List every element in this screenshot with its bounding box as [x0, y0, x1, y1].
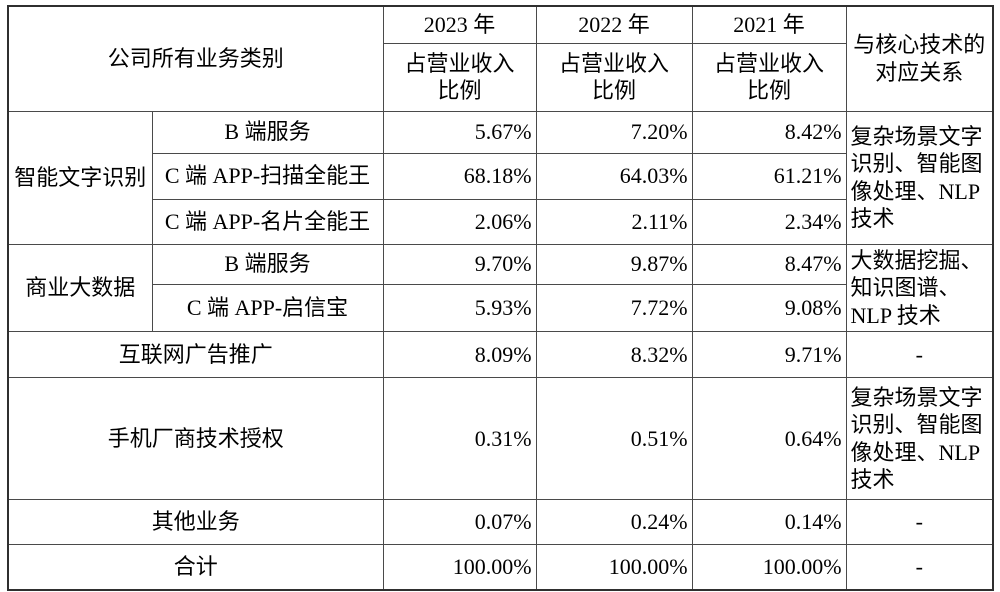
cell-oem-2022: 0.51% — [535, 377, 693, 500]
header-category: 公司所有业务类别 — [7, 5, 384, 112]
cell-bigdata-qixinbao-2023: 5.93% — [382, 283, 537, 333]
table-row: 商业大数据 B 端服务 9.70% 9.87% 8.47% 大数据挖掘、知识图谱… — [7, 243, 994, 332]
header-ratio-2023: 占营业收入 比例 — [382, 42, 537, 112]
cell-ocr-scanner-2022: 64.03% — [535, 152, 693, 200]
group-bigdata-name: 商业大数据 — [7, 243, 153, 332]
cell-ocr-scanner-2021: 61.21% — [691, 152, 847, 200]
header-year-2022: 2022 年 — [535, 5, 693, 44]
cell-total-2022: 100.00% — [535, 544, 693, 590]
cell-total-2023: 100.00% — [382, 544, 537, 590]
header-ratio-2021: 占营业收入 比例 — [691, 42, 847, 112]
group-ocr-name: 智能文字识别 — [7, 110, 153, 245]
header-year-2021: 2021 年 — [691, 5, 847, 44]
cell-oem-tech: 复杂场景文字识别、智能图像处理、NLP 技术 — [845, 377, 994, 500]
row-ocr-b2b-name: B 端服务 — [151, 110, 384, 154]
cell-ocr-b2b-2022: 7.20% — [535, 110, 693, 154]
cell-other-2023: 0.07% — [382, 499, 537, 545]
table-row: 其他业务 0.07% 0.24% 0.14% - — [7, 499, 994, 545]
row-ads-name: 互联网广告推广 — [7, 331, 384, 378]
cell-ads-2021: 9.71% — [691, 331, 847, 378]
cell-ocr-scanner-2023: 68.18% — [382, 152, 537, 200]
row-total-name: 合计 — [7, 544, 384, 590]
table-row: 互联网广告推广 8.09% 8.32% 9.71% - — [7, 331, 994, 378]
table-row: C 端 APP-启信宝 5.93% 7.72% 9.08% — [8, 283, 993, 333]
table-row: C 端 APP-扫描全能王 68.18% 64.03% 61.21% — [8, 152, 993, 200]
cell-ocr-b2b-2021: 8.42% — [691, 110, 847, 154]
cell-other-2021: 0.14% — [691, 499, 847, 545]
header-ratio-line2: 比例 — [747, 78, 792, 103]
cell-bigdata-qixinbao-2021: 9.08% — [691, 283, 847, 333]
row-bigdata-qixinbao-name: C 端 APP-启信宝 — [151, 283, 384, 333]
cell-ads-2023: 8.09% — [382, 331, 537, 378]
cell-bigdata-b2b-2022: 9.87% — [535, 243, 693, 285]
business-revenue-table: 公司所有业务类别 2023 年 2022 年 2021 年 与核心技术的对应关系… — [7, 5, 995, 591]
table-row: 智能文字识别 B 端服务 5.67% 7.20% 8.42% 复杂场景文字识别、… — [7, 110, 994, 245]
table-row: 手机厂商技术授权 0.31% 0.51% 0.64% 复杂场景文字识别、智能图像… — [7, 377, 994, 500]
group-bigdata-tech: 大数据挖掘、知识图谱、NLP 技术 — [845, 243, 994, 332]
cell-ocr-cardking-2022: 2.11% — [535, 198, 693, 245]
cell-bigdata-b2b-2023: 9.70% — [382, 243, 537, 285]
cell-ads-tech: - — [845, 331, 994, 378]
group-ocr-tech: 复杂场景文字识别、智能图像处理、NLP 技术 — [845, 110, 994, 245]
cell-bigdata-qixinbao-2022: 7.72% — [535, 283, 693, 333]
table-row-total: 合计 100.00% 100.00% 100.00% - — [7, 544, 994, 590]
row-other-name: 其他业务 — [7, 499, 384, 545]
cell-ocr-b2b-2023: 5.67% — [382, 110, 537, 154]
cell-other-tech: - — [845, 499, 994, 545]
header-ratio-line2: 比例 — [437, 78, 482, 103]
header-ratio-line1: 占营业收入 — [404, 50, 515, 76]
header-core-tech: 与核心技术的对应关系 — [845, 5, 994, 112]
cell-ocr-cardking-2021: 2.34% — [691, 198, 847, 245]
header-year-2023: 2023 年 — [382, 5, 537, 44]
table-row: C 端 APP-名片全能王 2.06% 2.11% 2.34% — [8, 198, 993, 245]
cell-ocr-cardking-2023: 2.06% — [382, 198, 537, 245]
header-ratio-line1: 占营业收入 — [559, 50, 670, 76]
header-ratio-2022: 占营业收入 比例 — [535, 42, 693, 112]
cell-oem-2021: 0.64% — [691, 377, 847, 500]
cell-ads-2022: 8.32% — [535, 331, 693, 378]
header-ratio-line1: 占营业收入 — [714, 50, 825, 76]
cell-total-2021: 100.00% — [691, 544, 847, 590]
header-ratio-line2: 比例 — [592, 78, 637, 103]
row-ocr-cardking-name: C 端 APP-名片全能王 — [151, 198, 384, 245]
cell-total-tech: - — [845, 544, 994, 590]
cell-other-2022: 0.24% — [535, 499, 693, 545]
row-oem-name: 手机厂商技术授权 — [7, 377, 384, 500]
row-bigdata-b2b-name: B 端服务 — [151, 243, 384, 285]
cell-oem-2023: 0.31% — [382, 377, 537, 500]
cell-bigdata-b2b-2021: 8.47% — [691, 243, 847, 285]
row-ocr-scanner-name: C 端 APP-扫描全能王 — [151, 152, 384, 200]
